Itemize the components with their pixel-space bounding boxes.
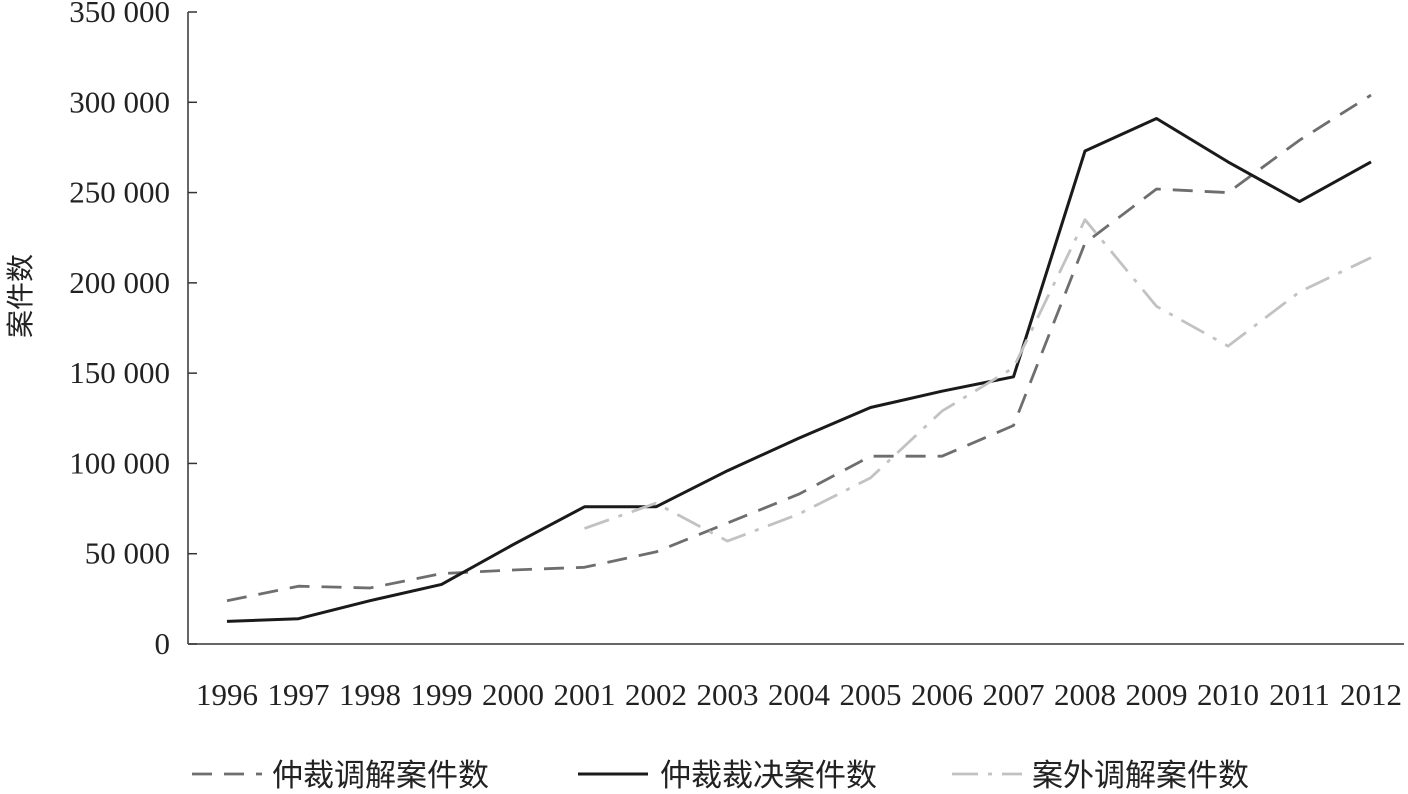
x-tick-label: 2003 [697, 677, 759, 712]
y-tick-label: 300 000 [69, 84, 170, 119]
y-tick-label: 100 000 [69, 445, 170, 480]
x-tick-label: 2006 [911, 677, 973, 712]
legend-label: 仲裁裁决案件数 [660, 758, 877, 794]
y-tick-label: 350 000 [69, 0, 170, 29]
y-tick-label: 200 000 [69, 265, 170, 300]
x-tick-label: 2009 [1126, 677, 1188, 712]
y-axis: 0 50 000 100 000 150 000 200 000 250 000 300 0… [69, 0, 197, 661]
series-layer [226, 93, 1372, 623]
legend-item-3: 案外调解案件数 [952, 758, 1249, 794]
x-axis: 1996 1997 1998 1999 2000 2001 2002 2003 2004 2005… [188, 643, 1404, 712]
x-tick-label: 2012 [1340, 677, 1402, 712]
x-tick-label: 2007 [983, 677, 1045, 712]
y-tick-label: 150 000 [69, 355, 170, 390]
x-tick-label: 2008 [1054, 677, 1116, 712]
x-tick-label: 2001 [554, 677, 616, 712]
x-tick-label: 1996 [196, 677, 258, 712]
series-line-2 [226, 117, 1372, 623]
x-tick-label: 2010 [1197, 677, 1259, 712]
x-tick-label: 1997 [268, 677, 330, 712]
y-tick-label: 50 000 [85, 536, 170, 571]
legend-label: 案外调解案件数 [1032, 758, 1249, 794]
y-tick-label: 250 000 [69, 175, 170, 210]
y-axis-title: 案件数 [4, 254, 37, 338]
legend: 仲裁调解案件数 仲裁裁决案件数 案外调解案件数 [192, 758, 1249, 794]
x-tick-label: 1999 [411, 677, 473, 712]
y-tick-label: 0 [155, 626, 171, 661]
x-tick-label: 2005 [840, 677, 902, 712]
series-line-1 [226, 93, 1372, 603]
legend-label: 仲裁调解案件数 [272, 758, 489, 794]
x-tick-label: 1998 [339, 677, 401, 712]
x-tick-label: 2000 [482, 677, 544, 712]
x-tick-label: 2002 [625, 677, 687, 712]
series-line-3 [584, 218, 1372, 543]
x-tick-label: 2011 [1269, 677, 1330, 712]
legend-item-1: 仲裁调解案件数 [192, 758, 489, 794]
legend-item-2: 仲裁裁决案件数 [578, 758, 877, 794]
x-tick-label: 2004 [768, 677, 831, 712]
